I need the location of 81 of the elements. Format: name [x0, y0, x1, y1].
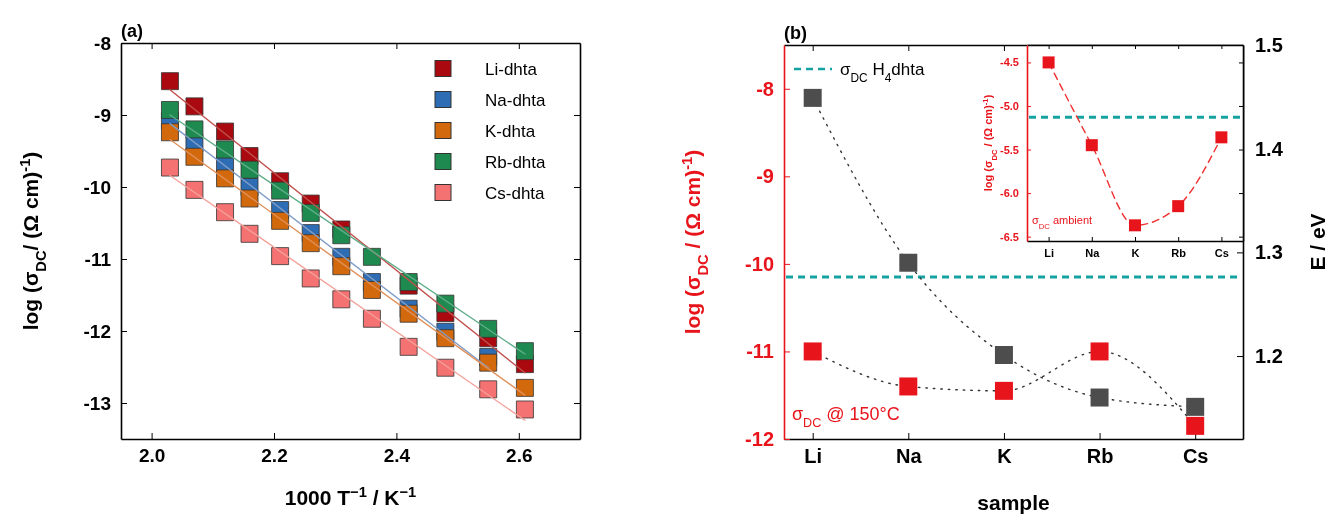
point — [1042, 56, 1055, 69]
point — [1085, 139, 1098, 152]
point — [994, 346, 1013, 365]
y-tick-label: -5.0 — [1000, 100, 1019, 112]
legend-label: Rb-dhta — [485, 152, 547, 172]
point — [1090, 388, 1109, 407]
point — [1186, 397, 1205, 416]
x-axis-title: 1000 T$^{−1}$ / K$^{−1}$ — [284, 484, 417, 509]
x-tick-label: Na — [1085, 246, 1101, 259]
y-tick-label: -11 — [84, 248, 112, 270]
x-tick-label: 2.0 — [138, 445, 166, 467]
point — [161, 123, 179, 142]
point — [240, 224, 259, 243]
point — [161, 158, 179, 177]
point — [1215, 131, 1228, 144]
y-tick-label: -10 — [83, 176, 111, 198]
y-tick-label: -6.5 — [1000, 230, 1019, 243]
point — [185, 180, 204, 199]
x-tick-label: 2.4 — [383, 445, 411, 467]
y2-tick-label: 1.5 — [1255, 33, 1283, 56]
y-tick-label: -9 — [756, 165, 774, 188]
y-tick-label: -6.0 — [1000, 187, 1019, 200]
y-tick-label: -10 — [745, 252, 774, 275]
point — [161, 101, 179, 119]
x-tick-label: 2.2 — [261, 445, 288, 467]
y2-tick-label: 1.3 — [1255, 241, 1283, 264]
y-tick-label: -8 — [94, 32, 111, 54]
y-tick-label: -5.5 — [1000, 143, 1019, 156]
x-tick-label: 2.6 — [506, 445, 533, 467]
point — [301, 269, 320, 288]
y2-axis-title: E / eV — [1306, 213, 1329, 271]
y-tick-label: -13 — [83, 392, 111, 414]
point — [994, 381, 1013, 400]
y-tick-label: -9 — [94, 104, 111, 126]
y-tick-label: -11 — [746, 340, 774, 363]
point — [399, 337, 418, 356]
point — [1129, 219, 1141, 232]
point — [1186, 416, 1205, 435]
point — [516, 400, 534, 419]
x-axis-title: sample — [977, 491, 1050, 514]
point — [216, 122, 234, 141]
legend-label: σ$_{DC}$ H$_{4}$dhta — [840, 60, 925, 85]
x-tick-label: Rb — [1171, 246, 1187, 259]
point — [161, 72, 179, 91]
point — [899, 377, 918, 396]
legend-label: K-dhta — [485, 121, 536, 141]
legend-label: Na-dhta — [485, 90, 547, 110]
point — [803, 88, 822, 107]
x-tick-label: Cs — [1182, 445, 1209, 468]
point — [1090, 342, 1109, 361]
chart-title: (a) — [121, 21, 143, 41]
point — [332, 290, 351, 309]
point — [516, 342, 534, 361]
point — [1172, 200, 1185, 213]
y-tick-label: -4.5 — [1000, 56, 1019, 69]
x-tick-label: Li — [1044, 246, 1054, 259]
point — [363, 309, 381, 328]
y-tick-label: -12 — [83, 320, 111, 342]
point — [363, 247, 381, 266]
point — [803, 342, 822, 361]
x-tick-label: Rb — [1086, 445, 1114, 468]
x-tick-label: Cs — [1214, 246, 1229, 259]
annotation: σ$_{DC}$ @ 150°C — [792, 404, 900, 430]
y2-tick-label: 1.4 — [1255, 137, 1284, 160]
y-tick-label: -8 — [756, 77, 774, 100]
point — [185, 97, 204, 116]
x-tick-label: Na — [896, 445, 923, 468]
x-tick-label: Li — [804, 445, 823, 468]
point — [899, 253, 918, 272]
annotation: σ$_{DC}$ ambient — [1032, 214, 1093, 231]
y-tick-label: -12 — [745, 427, 774, 450]
point — [216, 140, 234, 159]
y2-tick-label: 1.2 — [1255, 344, 1283, 367]
point — [516, 378, 534, 397]
chart-title: (b) — [784, 23, 807, 43]
x-tick-label: K — [997, 445, 1013, 468]
point — [271, 247, 290, 266]
legend-label: Cs-dhta — [485, 183, 546, 203]
point — [479, 380, 498, 399]
x-tick-label: K — [1131, 246, 1140, 259]
legend-label: Li-dhta — [485, 59, 538, 79]
